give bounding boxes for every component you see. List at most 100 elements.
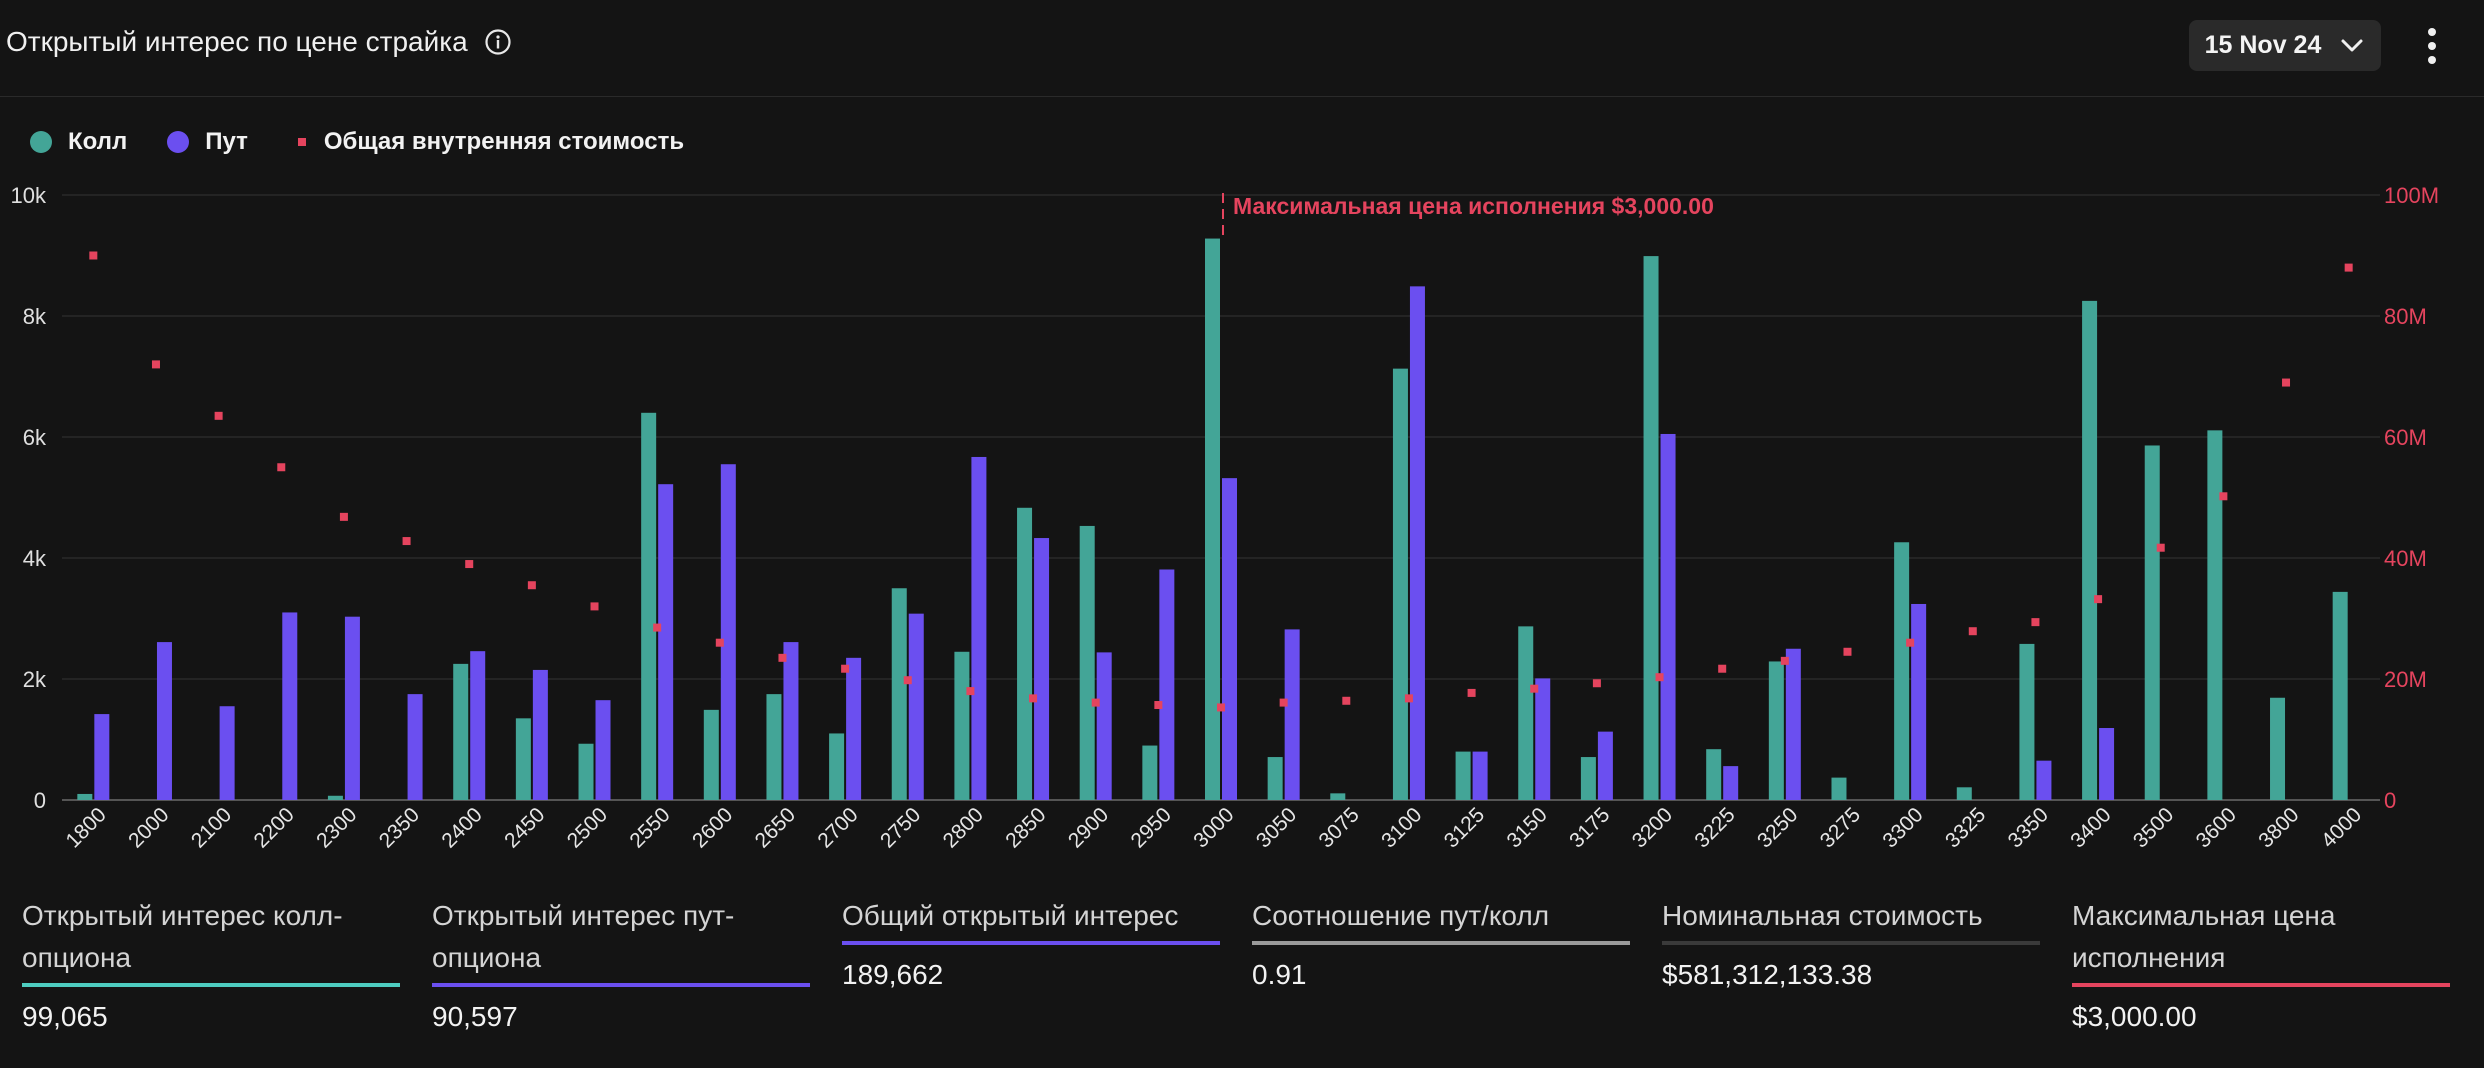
put-bar	[783, 642, 799, 800]
stat-label: Номинальная стоимость	[1662, 900, 1983, 931]
stat-put-oi: Открытый интерес пут-опциона 90,597	[432, 895, 810, 1033]
intrinsic-point	[89, 251, 98, 260]
x-tick-label: 2700	[813, 803, 862, 852]
x-tick-label: 2200	[250, 803, 299, 852]
y-tick-label: 0	[34, 788, 46, 813]
x-tick-label: 3150	[1502, 803, 1551, 852]
call-bar	[453, 663, 469, 800]
put-bar	[94, 714, 110, 800]
put-bar	[532, 669, 548, 800]
legend-call-label: Колл	[68, 128, 128, 155]
intrinsic-point	[715, 638, 724, 647]
stat-total-oi: Общий открытый интерес 189,662	[842, 895, 1220, 991]
put-bar	[1472, 751, 1488, 800]
intrinsic-point	[1780, 656, 1789, 665]
call-bar	[77, 793, 93, 800]
stat-underline	[1662, 941, 2040, 945]
intrinsic-point	[1279, 698, 1288, 707]
put-bar	[1785, 648, 1801, 800]
x-tick-label: 3600	[2192, 803, 2241, 852]
x-tick-label: 3400	[2066, 803, 2115, 852]
call-bar	[578, 743, 594, 800]
expiry-date-select[interactable]: 15 Nov 24	[2189, 20, 2381, 71]
stat-call-oi: Открытый интерес колл-опциона 99,065	[22, 895, 400, 1033]
legend-intrinsic-label: Общая внутренняя стоимость	[323, 128, 685, 155]
call-bar	[954, 651, 970, 800]
open-interest-chart: 0 2k 4k 6k 8k 10k 0 20M 40M 60M 80M 100M 1800 2000 210…	[11, 183, 2440, 853]
x-tick-label: 2500	[563, 803, 612, 852]
stat-value: 99,065	[22, 1001, 108, 1032]
intrinsic-point	[778, 653, 787, 662]
stat-notional-value: Номинальная стоимость $581,312,133.38	[1662, 895, 2040, 991]
put-bar	[1034, 538, 1050, 800]
put-bar	[846, 657, 862, 800]
x-tick-label: 3100	[1377, 803, 1426, 852]
stat-max-pain: Максимальная цена исполнения $3,000.00	[2072, 895, 2450, 1033]
intrinsic-point	[1342, 696, 1351, 705]
intrinsic-point	[151, 360, 160, 369]
call-bar	[1267, 757, 1283, 800]
x-tick-label: 3250	[1753, 803, 1802, 852]
intrinsic-point	[966, 687, 975, 696]
intrinsic-point	[1968, 627, 1977, 636]
legend-item-call[interactable]: Колл	[30, 128, 127, 156]
intrinsic-point	[2031, 618, 2040, 627]
intrinsic-point	[2156, 543, 2165, 552]
x-tick-label: 2400	[437, 803, 486, 852]
call-bar	[1894, 542, 1910, 800]
put-bar	[720, 464, 736, 800]
put-bar	[219, 706, 235, 800]
x-tick-label: 3125	[1440, 803, 1489, 852]
intrinsic-point	[277, 463, 286, 472]
x-tick-label: 3225	[1690, 803, 1739, 852]
info-icon[interactable]	[484, 28, 512, 56]
y2-tick-label: 100M	[2384, 183, 2439, 208]
legend-item-intrinsic[interactable]: Общая внутренняя стоимость	[288, 128, 684, 156]
intrinsic-point	[841, 664, 850, 673]
intrinsic-point	[1217, 703, 1225, 712]
x-tick-label: 2100	[187, 803, 236, 852]
chevron-down-icon	[2341, 39, 2363, 51]
intrinsic-point	[339, 512, 348, 521]
call-bar	[1643, 256, 1659, 801]
max-pain-label: Максимальная цена исполнения $3,000.00	[1233, 193, 1714, 219]
y-tick-label: 4k	[23, 546, 47, 571]
put-bar	[1535, 678, 1551, 800]
intrinsic-point	[1718, 664, 1727, 673]
put-bar	[1660, 433, 1676, 800]
stat-put-call-ratio: Соотношение пут/колл 0.91	[1252, 895, 1630, 991]
x-tick-label: 2650	[751, 803, 800, 852]
intrinsic-point	[653, 623, 662, 632]
put-bar	[908, 613, 924, 800]
call-bar	[1706, 749, 1722, 800]
put-bar	[1096, 652, 1112, 800]
x-tick-label: 3350	[2004, 803, 2053, 852]
expiry-date-value: 15 Nov 24	[2204, 31, 2322, 59]
y2-tick-label: 0	[2384, 788, 2396, 813]
put-bar	[2099, 728, 2115, 800]
stat-underline	[22, 983, 400, 987]
call-bar	[1392, 368, 1408, 800]
call-bar	[2144, 445, 2160, 800]
stat-label: Максимальная цена исполнения	[2072, 900, 2336, 973]
more-menu-icon[interactable]	[2418, 24, 2446, 68]
x-tick-label: 3325	[1941, 803, 1990, 852]
y-tick-label: 6k	[23, 425, 47, 450]
intrinsic-point	[2094, 595, 2103, 604]
intrinsic-point	[1091, 698, 1100, 707]
call-bar	[2207, 430, 2223, 800]
x-tick-label: 3300	[1878, 803, 1927, 852]
call-bar	[1831, 777, 1847, 800]
intrinsic-point	[1404, 694, 1413, 703]
legend-item-put[interactable]: Пут	[167, 128, 248, 156]
chart-legend: Колл Пут Общая внутренняя стоимость	[30, 128, 724, 156]
x-tick-label: 3800	[2254, 803, 2303, 852]
put-bar	[595, 700, 611, 800]
stat-underline	[842, 941, 1220, 945]
intrinsic-point	[2344, 263, 2353, 272]
put-bar	[1284, 629, 1300, 800]
call-bar	[1518, 626, 1534, 800]
x-tick-label: 2850	[1001, 803, 1050, 852]
call-bar	[2019, 643, 2035, 800]
x-tick-label: 3000	[1189, 803, 1238, 852]
